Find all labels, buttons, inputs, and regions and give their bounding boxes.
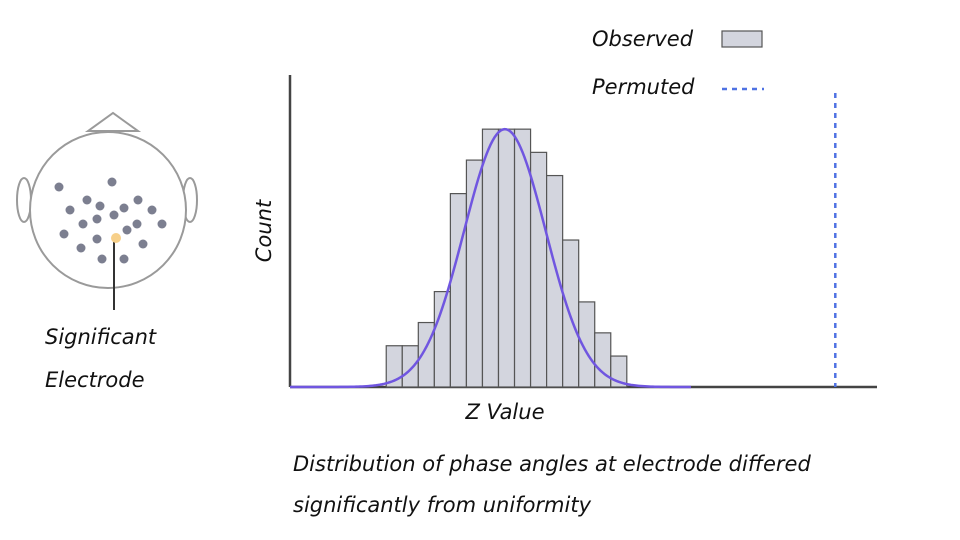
caption: Distribution of phase angles at electrod…: [293, 452, 811, 476]
y-axis-label: Count: [252, 199, 276, 262]
significant-electrode: [111, 233, 121, 243]
legend-swatch: [721, 30, 763, 48]
electrode-label: Electrode: [45, 368, 145, 392]
fit-curve: [290, 127, 691, 389]
electrodes: [54, 177, 167, 264]
bar: [401, 345, 419, 388]
nose: [84, 111, 142, 132]
legend-label: Permuted: [592, 75, 695, 99]
plot: Count Z Value: [252, 75, 877, 424]
bar: [449, 193, 468, 388]
bar: [481, 128, 500, 388]
legend: Observed Permuted: [592, 27, 764, 99]
x-axis-label: Z Value: [464, 400, 544, 424]
head: [29, 131, 187, 289]
head-diagram: Significant Electrode: [16, 111, 198, 392]
ear: [16, 177, 32, 223]
electrode-label: Significant: [45, 325, 157, 349]
legend-label: Observed: [592, 27, 694, 51]
caption: significantly from uniformity: [293, 493, 592, 517]
bar: [497, 128, 516, 388]
bar: [594, 332, 612, 388]
